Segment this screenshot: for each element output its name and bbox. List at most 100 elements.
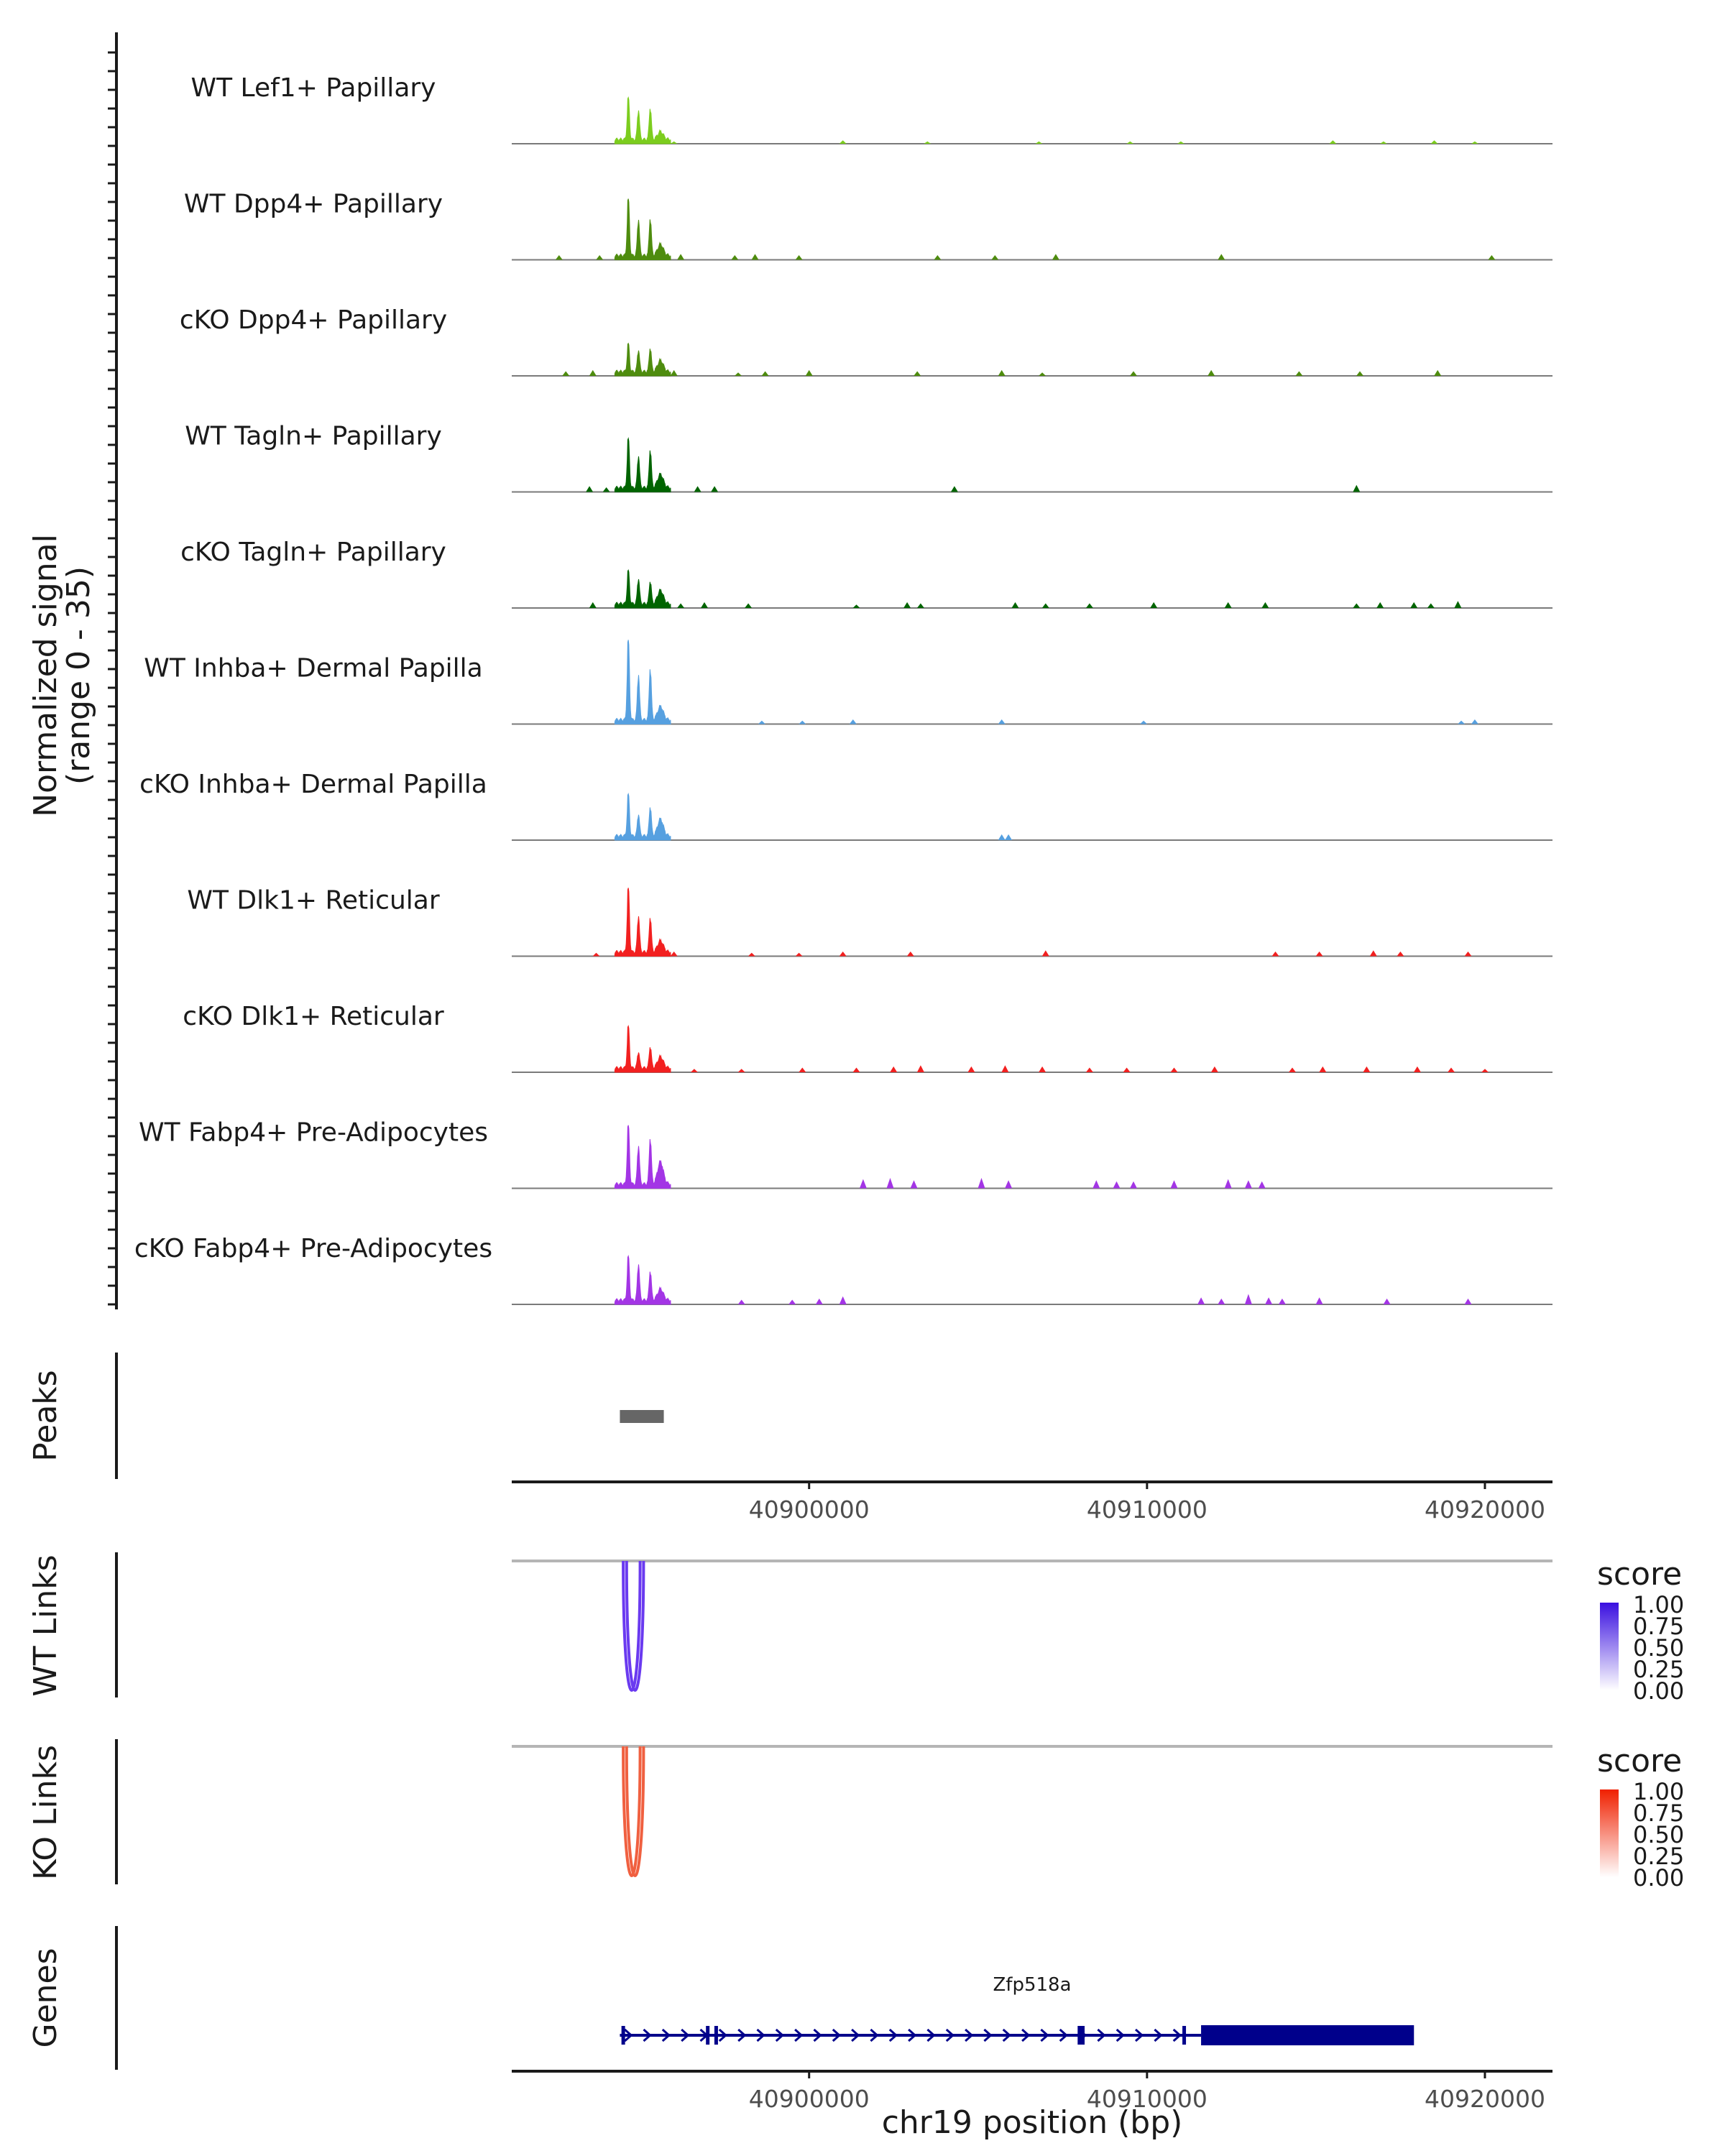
gene-strand-arrow: [624, 2028, 633, 2042]
track-label: WT Inhba+ Dermal Papilla: [144, 654, 482, 683]
coverage-noise-mark: [998, 719, 1006, 724]
coverage-noise-mark: [1369, 950, 1377, 957]
coverage-noise-mark: [788, 1299, 796, 1304]
track-label: cKO Tagln+ Papillary: [180, 538, 446, 567]
gene-model: [620, 2025, 1414, 2045]
ko-legend-title: score: [1597, 1743, 1682, 1779]
coverage-noise-mark: [890, 1066, 898, 1072]
gene-strand-arrow: [643, 2028, 652, 2042]
gene-strand-arrow: [926, 2028, 936, 2042]
wt-legend-title: score: [1597, 1556, 1682, 1593]
track-label: WT Dlk1+ Reticular: [187, 886, 439, 916]
coverage-peak: [614, 888, 671, 957]
gene-strand-arrow: [965, 2028, 974, 2042]
coverage-noise-mark: [1410, 602, 1418, 608]
coverage-noise-mark: [1001, 1065, 1009, 1072]
bottom-x-axis: 40900000 40910000 40920000: [512, 2070, 1552, 2113]
coverage-noise-mark: [1356, 371, 1363, 376]
coverage-noise-mark: [998, 369, 1006, 376]
ko-legend-tick: 0.50: [1633, 1821, 1684, 1848]
coverage-peak: [614, 640, 671, 724]
wt-links-track-label: WT Links: [27, 1554, 64, 1696]
coverage-noise-mark: [1488, 255, 1496, 260]
coverage-noise-mark: [735, 372, 742, 376]
coverage-track: WT Dlk1+ Reticular: [187, 886, 1552, 957]
coverage-noise-mark: [1353, 603, 1361, 608]
link-track: [512, 1745, 1552, 1877]
gene-strand-arrow: [1059, 2028, 1068, 2042]
coverage-track: cKO Dpp4+ Papillary: [180, 305, 1552, 377]
peaks-track-label: Peaks: [27, 1370, 64, 1461]
coverage-noise-mark: [1244, 1294, 1252, 1304]
track-label: WT Tagln+ Papillary: [185, 422, 442, 451]
coverage-peak: [614, 198, 671, 260]
coverage-noise-mark: [589, 369, 597, 376]
coverage-noise-mark: [852, 1067, 860, 1072]
coverage-noise-mark: [1039, 372, 1046, 376]
coverage-noise-mark: [1210, 1066, 1218, 1072]
wt-legend-tick: 0.25: [1633, 1656, 1684, 1683]
coverage-peak: [614, 568, 671, 609]
coverage-noise-mark: [1383, 1298, 1391, 1304]
gene-strand-arrow: [718, 2028, 728, 2042]
gene-strand-arrow: [945, 2028, 955, 2042]
coverage-noise-mark: [906, 952, 914, 957]
coverage-track: WT Dpp4+ Papillary: [184, 190, 1552, 261]
coverage-noise-mark: [761, 371, 769, 376]
coverage-noise-mark: [1481, 1069, 1489, 1072]
gene-exon: [1081, 2026, 1085, 2045]
coverage-noise-mark: [1271, 952, 1279, 957]
coverage-noise-mark: [924, 141, 932, 144]
gene-coding-block: [1201, 2025, 1414, 2045]
coverage-ylabel-range: (range 0 - 35): [60, 566, 97, 785]
coverage-noise-mark: [815, 1298, 823, 1304]
coverage-noise-mark: [1261, 602, 1269, 608]
coverage-noise-mark: [839, 952, 847, 957]
coverage-tracks: WT Lef1+ Papillary WT Dpp4+ Papillary cKO …: [134, 73, 1552, 1305]
coverage-peak: [614, 793, 671, 841]
coverage-noise-mark: [1085, 603, 1093, 608]
link-arc: [625, 1746, 645, 1877]
coverage-noise-mark: [1448, 1067, 1455, 1072]
coverage-noise-mark: [758, 720, 765, 724]
ko-legend-tick: 0.75: [1633, 1800, 1684, 1827]
coverage-noise-mark: [1258, 1181, 1266, 1189]
coverage-noise-mark: [1427, 603, 1435, 608]
coverage-noise-mark: [839, 1296, 847, 1304]
coverage-noise-mark: [670, 952, 678, 957]
coverage-noise-mark: [1218, 1298, 1225, 1304]
gene-strand-arrow: [1154, 2028, 1163, 2042]
gene-strand-arrow: [794, 2028, 804, 2042]
coverage-track: cKO Fabp4+ Pre-Adipocytes: [134, 1234, 1552, 1305]
coverage-noise-mark: [914, 371, 921, 376]
wt-legend-tick: 0.50: [1633, 1634, 1684, 1662]
track-label: cKO Dpp4+ Papillary: [180, 305, 447, 335]
coverage-noise-mark: [1315, 952, 1323, 957]
gene-strand-arrow: [775, 2028, 785, 2042]
coverage-noise-mark: [1005, 834, 1013, 840]
coverage-noise-mark: [1041, 603, 1049, 608]
coverage-noise-mark: [1329, 140, 1337, 144]
coverage-peak: [614, 342, 671, 377]
wt-legend-tick: 1.00: [1633, 1591, 1684, 1618]
bottom-x-tick-label: 40910000: [1087, 2085, 1208, 2113]
coverage-noise-mark: [1471, 141, 1478, 144]
mid-x-tick-label: 40920000: [1425, 1496, 1545, 1524]
gene-strand-arrow: [832, 2028, 842, 2042]
coverage-track: cKO Dlk1+ Reticular: [183, 1002, 1552, 1073]
links-tracks: [512, 1560, 1552, 1877]
peaks-track: [620, 1410, 664, 1423]
coverage-noise-mark: [555, 255, 563, 260]
coverage-noise-mark: [1005, 1180, 1013, 1189]
ko-legend-tick: 1.00: [1633, 1778, 1684, 1805]
coverage-noise-mark: [670, 141, 678, 144]
gene-strand-arrow: [661, 2028, 671, 2042]
gene-strand-arrow: [1116, 2028, 1125, 2042]
coverage-noise-mark: [562, 371, 570, 376]
coverage-noise-mark: [596, 255, 604, 260]
coverage-track: cKO Inhba+ Dermal Papilla: [139, 770, 1552, 841]
coverage-noise-mark: [1319, 1066, 1327, 1072]
x-axis-title: chr19 position (bp): [882, 2104, 1183, 2141]
gene-exon: [621, 2026, 625, 2045]
gene-strand-arrow: [756, 2028, 765, 2042]
